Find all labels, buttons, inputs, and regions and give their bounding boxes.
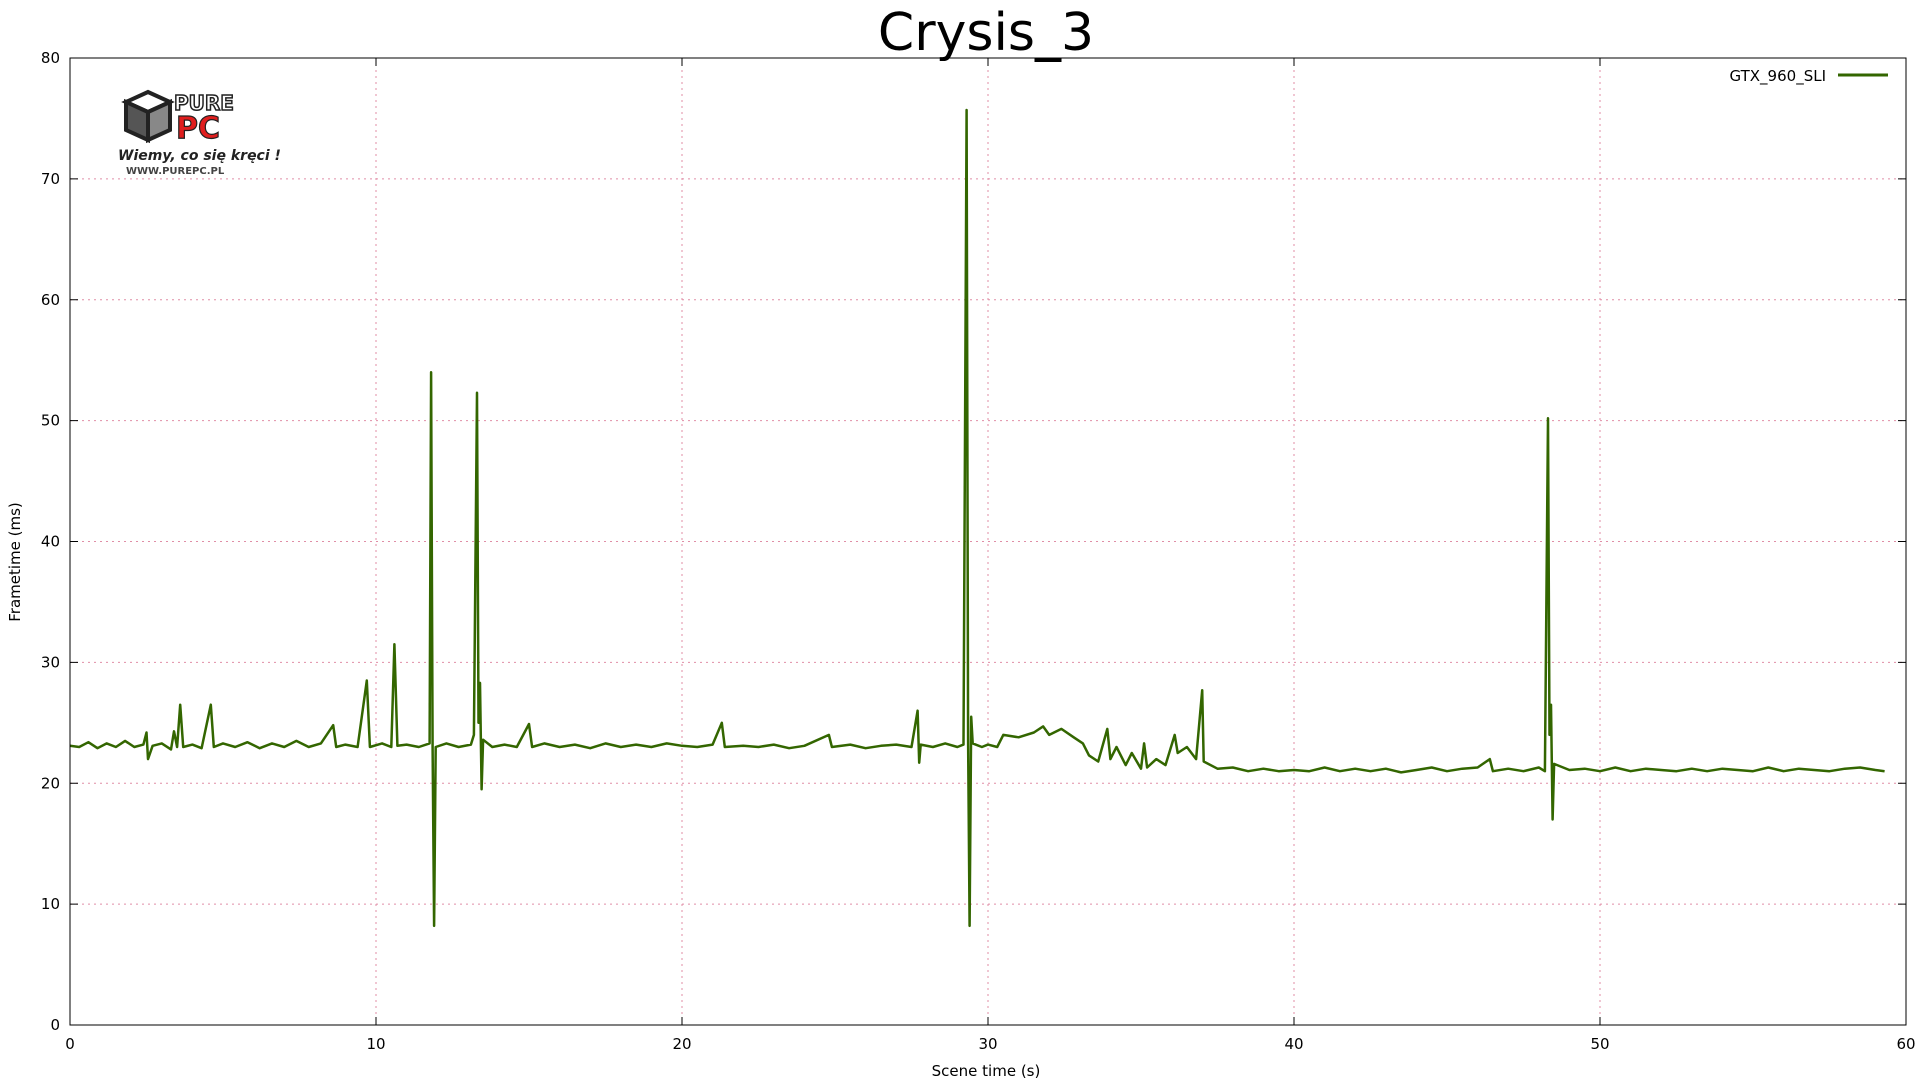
y-tick-label: 60 bbox=[41, 291, 60, 309]
x-tick-label: 10 bbox=[366, 1035, 385, 1053]
logo-brand-top: PURE bbox=[174, 91, 234, 115]
y-tick-label: 40 bbox=[41, 533, 60, 551]
series-line-gtx-960-sli bbox=[69, 108, 1885, 928]
x-tick-label: 0 bbox=[65, 1035, 75, 1053]
x-tick-label: 50 bbox=[1590, 1035, 1609, 1053]
x-axis-label: Scene time (s) bbox=[932, 1062, 1041, 1080]
axis-ticks: 0 10 20 30 40 50 60 0 10 20 30 40 50 60 70 80 bbox=[41, 49, 1916, 1053]
logo-brand-bottom: PC bbox=[176, 111, 220, 146]
x-tick-label: 60 bbox=[1896, 1035, 1915, 1053]
chart-title: Crysis_3 bbox=[878, 3, 1094, 63]
plot-frame bbox=[69, 57, 1907, 1026]
y-tick-label: 70 bbox=[41, 170, 60, 188]
y-axis-label: Frametime (ms) bbox=[6, 502, 24, 622]
grid-lines bbox=[70, 58, 1906, 1025]
series-layer bbox=[69, 108, 1885, 928]
x-tick-label: 40 bbox=[1284, 1035, 1303, 1053]
y-tick-label: 10 bbox=[41, 895, 60, 913]
logo-url: WWW.PUREPC.PL bbox=[126, 166, 225, 177]
y-tick-label: 20 bbox=[41, 774, 60, 792]
legend-entry-gtx-960-sli: GTX_960_SLI bbox=[1730, 67, 1826, 86]
cube-icon bbox=[121, 89, 175, 144]
x-tick-label: 30 bbox=[978, 1035, 997, 1053]
x-tick-label: 20 bbox=[672, 1035, 691, 1053]
y-tick-label: 30 bbox=[41, 653, 60, 671]
y-tick-label: 50 bbox=[41, 412, 60, 430]
logo-tagline: Wiemy, co się kręci ! bbox=[118, 148, 281, 164]
purepc-logo: PURE PC Wiemy, co się kręci ! WWW.PUREPC… bbox=[118, 89, 281, 177]
y-tick-label: 80 bbox=[41, 49, 60, 67]
legend: GTX_960_SLI bbox=[1730, 67, 1888, 86]
y-tick-label: 0 bbox=[50, 1016, 60, 1034]
